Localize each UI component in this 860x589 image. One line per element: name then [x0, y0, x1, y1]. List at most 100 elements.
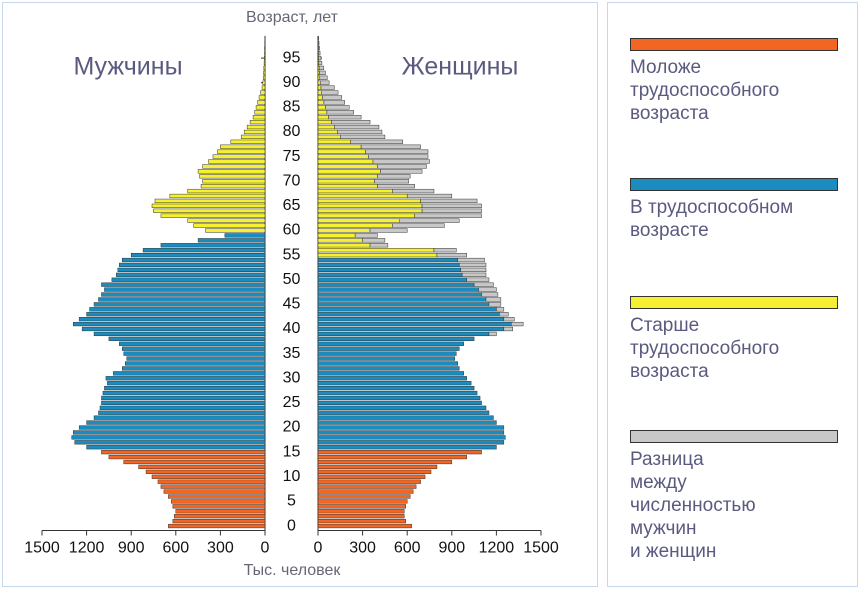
x-tick-label: 600 [394, 540, 421, 557]
difference-bar [331, 119, 371, 125]
men-bar [263, 65, 266, 71]
women-bar [317, 336, 475, 341]
x-tick-label: 1200 [479, 540, 515, 557]
men-bar [108, 454, 266, 460]
women-bar [317, 307, 497, 312]
women-bar [317, 129, 338, 135]
women-bar [317, 267, 461, 272]
women-bar [317, 80, 321, 85]
women-bar [317, 346, 460, 351]
x-tick-label: 1500 [24, 540, 60, 557]
women-bar [317, 223, 393, 228]
difference-bar [318, 65, 324, 71]
y-tick-label: 15 [283, 443, 301, 460]
men-bar [151, 474, 266, 479]
men-bar [151, 203, 266, 208]
women-bar [317, 272, 463, 277]
difference-bar [365, 149, 429, 154]
women-bar [317, 238, 363, 243]
women-bar [317, 420, 497, 425]
difference-bar [368, 154, 429, 159]
difference-bar [485, 297, 502, 302]
y-tick-label: 80 [283, 123, 301, 140]
men-bar [260, 90, 266, 95]
y-tick-label: 70 [283, 172, 301, 189]
y-tick-label: 45 [283, 296, 301, 313]
women-bar [317, 351, 457, 356]
men-bar [217, 149, 266, 154]
y-tick-label: 95 [283, 49, 301, 66]
difference-bar [354, 233, 378, 238]
legend-label: Моложе трудоспособного возраста [630, 57, 780, 124]
difference-bar [322, 95, 343, 100]
difference-bar [369, 243, 389, 248]
women-bar [317, 366, 460, 371]
men-bar [252, 115, 266, 120]
women-bar [317, 218, 401, 223]
men-bar [171, 499, 266, 504]
difference-bar [392, 188, 435, 194]
difference-bar [496, 307, 505, 312]
men-bar [123, 351, 266, 356]
women-bar [317, 489, 414, 494]
x-tick-label: 1500 [523, 540, 559, 557]
women-bar [317, 144, 362, 149]
men-bar [208, 159, 266, 164]
women-bar [317, 494, 411, 499]
women-bar [317, 257, 458, 263]
men-bar [99, 405, 266, 410]
men-bar [262, 80, 266, 85]
women-bar [317, 134, 341, 139]
women-bar [317, 292, 482, 297]
men-bar [169, 193, 266, 199]
men-bar [263, 60, 266, 66]
women-bar [317, 321, 512, 327]
legend-swatch [630, 430, 838, 443]
y-tick-label: 75 [283, 148, 301, 165]
men-bar [264, 51, 266, 56]
difference-bar [481, 292, 499, 297]
women-bar [317, 282, 475, 287]
women-bar [317, 100, 325, 105]
difference-bar [421, 203, 482, 208]
women-bar [317, 297, 487, 302]
men-bar [172, 518, 266, 524]
difference-bar [377, 174, 411, 179]
men-bar [202, 179, 266, 184]
women-bar [317, 174, 378, 179]
women-bar [317, 385, 475, 391]
men-bar [172, 504, 266, 509]
x-tick-label: 900 [438, 540, 465, 557]
men-bar [254, 110, 266, 115]
y-tick-label: 55 [283, 246, 301, 263]
y-tick-label: 40 [283, 320, 301, 337]
difference-bar [461, 272, 487, 277]
men-bar [98, 297, 266, 302]
y-tick-label: 10 [283, 468, 301, 485]
difference-bar [372, 159, 430, 164]
men-bar [160, 243, 266, 248]
women-bar [317, 371, 464, 376]
men-bar [98, 410, 266, 415]
women-bar [317, 509, 405, 514]
difference-bar [473, 282, 494, 287]
difference-bar [503, 326, 514, 332]
women-bar [317, 395, 481, 401]
men-bar [101, 395, 266, 401]
men-bar [224, 233, 266, 238]
men-bar [102, 390, 266, 396]
difference-bar [436, 252, 467, 258]
men-bar [154, 198, 266, 204]
men-bar [123, 459, 266, 465]
women-bar [317, 243, 371, 248]
men-bar [220, 144, 266, 149]
women-bar [317, 115, 329, 120]
women-bar [317, 193, 408, 199]
men-bar [187, 218, 266, 223]
difference-bar [488, 331, 497, 337]
difference-bar [420, 198, 478, 204]
y-tick-label: 85 [283, 99, 301, 116]
y-tick-label: 30 [283, 369, 301, 386]
difference-bar [360, 144, 421, 149]
men-bar [257, 100, 266, 105]
